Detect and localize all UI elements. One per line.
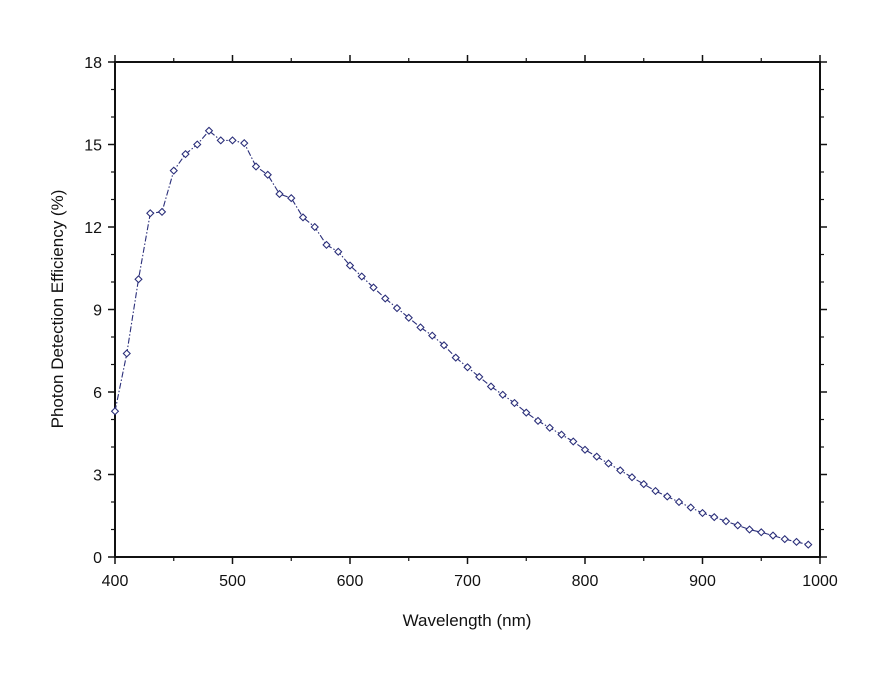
- x-tick-label: 1000: [802, 573, 838, 590]
- data-point: [263, 170, 272, 179]
- data-point: [674, 497, 684, 507]
- data-point: [122, 349, 131, 358]
- data-point: [557, 430, 566, 439]
- data-point: [181, 149, 190, 159]
- data-point: [745, 525, 754, 534]
- data-point: [721, 517, 731, 526]
- data-point: [169, 166, 178, 175]
- data-point: [710, 512, 719, 522]
- data-point: [298, 213, 308, 222]
- series-group: [110, 126, 813, 549]
- y-tick-label: 15: [84, 138, 102, 155]
- data-point: [592, 452, 601, 461]
- data-point: [639, 479, 648, 489]
- data-point: [604, 459, 613, 468]
- y-tick-label: 9: [93, 303, 102, 320]
- data-point: [486, 382, 496, 391]
- data-point: [463, 363, 472, 372]
- major-ticks: [108, 55, 827, 564]
- data-point: [134, 275, 143, 284]
- data-point: [451, 353, 460, 362]
- data-point: [228, 136, 237, 145]
- data-point: [157, 207, 167, 217]
- data-point: [428, 331, 437, 340]
- x-tick-label: 800: [572, 573, 599, 590]
- data-point: [545, 423, 554, 432]
- data-point: [627, 473, 637, 482]
- data-point: [580, 445, 590, 454]
- data-point: [439, 341, 449, 350]
- x-tick-label: 400: [102, 573, 129, 590]
- data-point: [768, 531, 778, 540]
- data-point: [757, 528, 766, 537]
- data-point: [404, 313, 413, 322]
- data-point: [663, 492, 672, 501]
- x-tick-label: 900: [689, 573, 716, 590]
- data-point: [275, 189, 284, 199]
- data-point: [475, 372, 484, 382]
- data-point: [240, 138, 249, 148]
- data-point: [651, 486, 660, 496]
- data-point: [698, 508, 707, 518]
- data-point: [287, 193, 296, 203]
- data-point: [510, 398, 519, 408]
- y-tick-label: 12: [84, 220, 102, 237]
- y-tick-label: 6: [93, 385, 102, 402]
- minor-ticks: [111, 58, 824, 561]
- data-point: [251, 162, 261, 171]
- data-point: [780, 534, 789, 544]
- data-point: [369, 283, 378, 292]
- data-point: [345, 261, 355, 270]
- data-point: [416, 323, 425, 332]
- data-point: [334, 247, 343, 256]
- data-point: [616, 466, 625, 475]
- y-axis-title: Photon Detection Efficiency (%): [48, 190, 67, 429]
- data-point: [569, 437, 578, 446]
- data-point: [216, 136, 225, 145]
- data-point: [322, 240, 331, 250]
- data-point: [357, 272, 366, 281]
- data-point: [193, 140, 202, 149]
- x-tick-labels: 400 500 600 700 800 900 1000: [102, 573, 838, 590]
- x-tick-label: 700: [454, 573, 481, 590]
- data-point: [533, 416, 543, 426]
- data-point: [392, 303, 402, 313]
- series-line: [114, 130, 809, 546]
- y-tick-label: 18: [84, 55, 102, 72]
- data-point: [310, 222, 319, 232]
- data-point: [522, 408, 531, 417]
- data-point: [381, 294, 390, 303]
- y-tick-label: 0: [93, 550, 102, 567]
- x-tick-label: 500: [219, 573, 246, 590]
- y-tick-labels: 0 3 6 9 12 15 18: [84, 55, 102, 567]
- data-point: [110, 407, 120, 416]
- data-point: [146, 209, 155, 218]
- x-tick-label: 600: [337, 573, 364, 590]
- data-point: [498, 390, 507, 399]
- data-point: [733, 521, 742, 530]
- data-point: [792, 537, 801, 547]
- data-point: [204, 126, 214, 135]
- x-axis-title: Wavelength (nm): [403, 611, 532, 630]
- data-point: [686, 503, 695, 512]
- data-point: [804, 540, 813, 549]
- y-tick-label: 3: [93, 468, 102, 485]
